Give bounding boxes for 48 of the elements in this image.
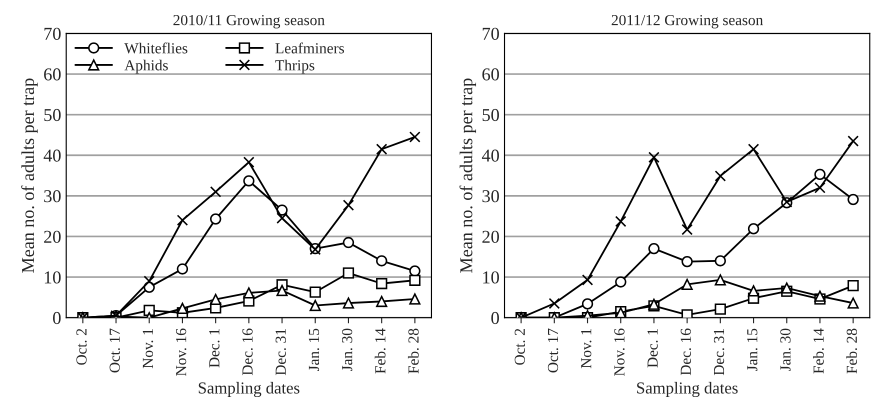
- y-tick-label: 10: [483, 271, 499, 284]
- x-tick-label: Feb. 14: [374, 328, 386, 374]
- chart-title: 2011/12 Growing season: [612, 14, 763, 28]
- x-tick-label: Jan. 30: [342, 328, 352, 372]
- y-tick-label: 30: [482, 190, 499, 202]
- legend-label: Whiteflies: [124, 42, 188, 54]
- x-tick-label: Dec. 31: [276, 329, 286, 376]
- x-tick-label: Nov. 1: [142, 329, 154, 368]
- x-tick-label: Feb. 14: [813, 328, 824, 374]
- x-tick-label: Oct. 17: [110, 328, 120, 372]
- x-tick-label: Dec. 31: [714, 329, 724, 376]
- y-tick-label: 20: [44, 230, 61, 243]
- x-tick-label: Jan. 15: [747, 328, 758, 372]
- x-tick-label: Jan. 30: [780, 328, 791, 372]
- x-tick-label: Nov. 1: [581, 329, 592, 368]
- legend-label: Thrips: [275, 60, 314, 74]
- x-tick-label: Oct. 2: [514, 328, 526, 365]
- y-tick-label: 50: [482, 108, 499, 122]
- x-tick-label: Oct. 17: [548, 328, 558, 372]
- y-tick-label: 40: [44, 150, 61, 162]
- x-tick-label: Nov. 16: [614, 328, 625, 376]
- x-axis-title: Sampling dates: [198, 382, 300, 398]
- y-tick-label: 60: [482, 68, 499, 80]
- x-tick-label: Oct. 2: [76, 328, 87, 365]
- y-tick-label: 10: [44, 271, 61, 284]
- y-tick-label: 0: [53, 312, 61, 324]
- y-axis-title: Mean no. of adults per trap: [21, 78, 38, 273]
- legend-label: Aphids: [124, 60, 168, 74]
- x-tick-label: Dec. 1: [209, 329, 220, 368]
- x-tick-label: Dec. 16: [242, 328, 253, 376]
- y-tick-label: 20: [482, 230, 499, 243]
- chart-title: 2010/11 Growing season: [173, 14, 325, 28]
- y-axis-title: Mean no. of adults per trap: [459, 78, 476, 273]
- x-tick-label: Dec. 16: [680, 328, 692, 376]
- y-tick-label: 50: [44, 108, 61, 122]
- y-tick-label: 70: [482, 28, 499, 40]
- x-tick-label: Feb. 28: [846, 328, 858, 374]
- x-tick-label: Nov. 16: [176, 328, 186, 376]
- y-tick-label: 70: [44, 28, 61, 40]
- y-tick-label: 40: [482, 150, 499, 162]
- x-axis-title: Sampling dates: [637, 382, 738, 398]
- x-tick-label: Feb. 28: [408, 328, 419, 374]
- x-tick-label: Dec. 1: [648, 329, 658, 368]
- y-tick-label: 0: [491, 312, 499, 324]
- y-tick-label: 60: [44, 68, 61, 80]
- x-tick-label: Jan. 15: [308, 328, 320, 372]
- legend-label: Leafminers: [275, 42, 344, 54]
- y-tick-label: 30: [44, 190, 61, 202]
